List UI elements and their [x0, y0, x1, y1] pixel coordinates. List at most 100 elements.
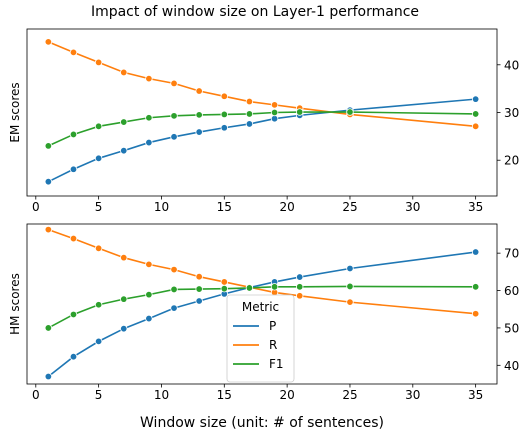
data-point-p [195, 128, 203, 136]
x-tick-label: 10 [154, 200, 169, 214]
data-point-f1 [94, 301, 103, 309]
y-axis-label: EM scores [8, 82, 22, 142]
data-point-r [44, 225, 53, 234]
data-point-r [195, 87, 203, 95]
data-point-f1 [195, 111, 203, 119]
data-point-r [471, 310, 480, 318]
legend-title: Metric [242, 300, 279, 314]
x-tick-label: 15 [217, 388, 232, 402]
data-point-p [69, 353, 78, 361]
legend-label-f1: F1 [269, 357, 284, 371]
data-point-r [195, 273, 203, 281]
data-point-r [94, 58, 103, 67]
hm-scores-panel: 0 5 10 15 20 25 30 35 40 50 60 70 HM scores Window si… [8, 223, 519, 431]
data-point-r [120, 68, 128, 77]
y-tick-label: 70 [504, 247, 519, 261]
x-tick-label: 30 [405, 388, 420, 402]
x-tick-label: 30 [405, 200, 420, 214]
data-point-r [270, 101, 279, 109]
data-point-f1 [346, 108, 354, 116]
data-point-f1 [296, 108, 304, 116]
data-point-r [69, 48, 78, 57]
data-point-r [220, 92, 228, 100]
data-point-p [296, 273, 304, 281]
x-tick-label: 15 [217, 200, 232, 214]
data-point-f1 [471, 283, 480, 291]
data-point-r [471, 122, 480, 131]
data-point-f1 [245, 110, 254, 118]
x-tick-label: 5 [95, 388, 103, 402]
data-point-f1 [120, 295, 128, 303]
x-tick-label: 20 [279, 388, 294, 402]
data-point-p [245, 120, 254, 128]
data-point-f1 [170, 112, 178, 120]
data-point-r [170, 265, 178, 274]
x-tick-label: 20 [279, 200, 294, 214]
data-point-f1 [69, 130, 78, 139]
data-point-r [170, 79, 178, 88]
data-point-r [346, 298, 354, 306]
data-point-p [170, 133, 178, 141]
data-point-r [145, 260, 153, 269]
data-point-p [195, 297, 203, 305]
data-point-p [145, 138, 153, 147]
data-point-r [69, 234, 78, 243]
data-point-r [296, 292, 304, 300]
data-point-r [94, 244, 103, 252]
data-point-p [120, 324, 128, 333]
data-point-r [120, 253, 128, 262]
data-point-f1 [145, 114, 153, 122]
data-point-f1 [471, 110, 480, 118]
y-tick-label: 50 [504, 321, 519, 335]
data-point-p [94, 337, 103, 346]
data-point-f1 [145, 290, 153, 299]
data-point-f1 [120, 118, 128, 126]
data-point-r [145, 74, 153, 83]
data-point-p [270, 115, 279, 123]
data-point-p [346, 264, 354, 273]
data-point-p [120, 146, 128, 155]
data-point-p [69, 165, 78, 173]
legend: Metric PR F1 [226, 294, 295, 383]
data-point-f1 [44, 324, 53, 332]
x-tick-label: 25 [342, 200, 357, 214]
data-point-r [220, 278, 228, 286]
axes-frame [26, 223, 498, 385]
data-point-r [245, 97, 254, 106]
data-point-f1 [245, 284, 254, 292]
data-point-f1 [69, 310, 78, 319]
data-point-p [145, 314, 153, 323]
data-point-f1 [170, 285, 178, 294]
y-axis-label: HM scores [8, 273, 22, 335]
data-point-r [44, 38, 53, 46]
y-tick-label: 40 [504, 359, 519, 373]
x-tick-label: 35 [468, 200, 483, 214]
data-point-f1 [270, 283, 279, 291]
data-point-p [94, 154, 103, 163]
y-tick-label: 40 [504, 58, 519, 72]
x-tick-label: 5 [95, 200, 103, 214]
figure-title: Impact of window size on Layer-1 perform… [91, 4, 419, 20]
data-point-p [170, 304, 178, 312]
legend-label-r: R [269, 338, 277, 352]
series-line-f1 [48, 111, 476, 147]
y-tick-label: 20 [504, 154, 519, 168]
y-tick-label: 30 [504, 106, 519, 120]
x-tick-label: 0 [32, 388, 40, 402]
data-point-p [220, 124, 228, 132]
data-point-f1 [94, 122, 103, 131]
data-point-p [471, 248, 480, 256]
x-tick-label: 10 [154, 388, 169, 402]
series-line-p [48, 98, 476, 183]
legend-box [226, 294, 295, 383]
x-tick-label: 0 [32, 200, 40, 214]
em-scores-panel: 0 5 10 15 20 25 30 35 20 30 40 EM scores [8, 28, 519, 214]
data-point-f1 [346, 282, 354, 291]
legend-label-p: P [269, 319, 276, 333]
y-tick-label: 60 [504, 284, 519, 298]
data-point-f1 [44, 142, 53, 150]
data-point-f1 [296, 283, 304, 291]
data-point-f1 [195, 285, 203, 293]
x-axis-label: Window size (unit: # of sentences) [140, 415, 384, 431]
